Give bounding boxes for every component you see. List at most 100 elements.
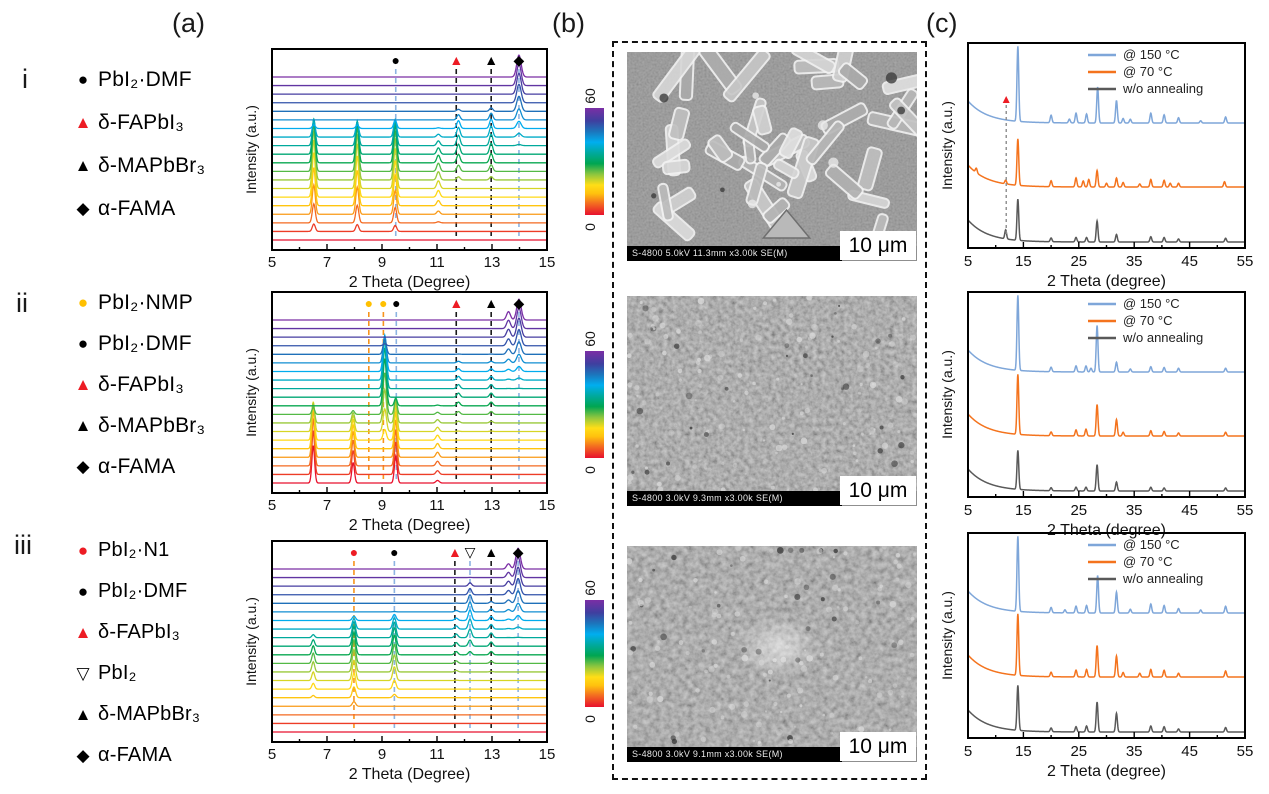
phase-marker-icon: ▽ (76, 664, 90, 683)
phase-label: δ-FAPbI₃ (98, 110, 185, 134)
svg-text:45: 45 (1181, 253, 1198, 270)
phase-label: δ-MAPbBr₃ (98, 413, 206, 437)
svg-text:60: 60 (582, 88, 598, 104)
peak-markers: ● ● ● ▲ ▲ ◆ (365, 295, 525, 311)
phase-legend-item: ▲ δ-MAPbBr₃ (68, 144, 205, 187)
phase-label: PbI₂·NMP (98, 290, 193, 314)
peak-markers: ● ● ▲ ▽ ▲ ◆ (350, 544, 524, 560)
x-axis-title: 2 Theta (Degree) (349, 517, 471, 534)
svg-text:15: 15 (1015, 502, 1032, 519)
peak-markers: ● ▲ ▲ ◆ (392, 52, 525, 68)
phase-legend-item: ● PbI₂·N1 (68, 530, 200, 571)
svg-text:55: 55 (1237, 253, 1254, 270)
xrd-trace (967, 46, 1245, 124)
xrd-traces (967, 46, 1245, 243)
svg-text:●: ● (390, 544, 398, 560)
svg-text:w/o annealing: w/o annealing (1122, 330, 1203, 345)
x-axis: 5 7 9 11 13 15 (268, 736, 556, 763)
sem-grain-speckles (627, 546, 917, 748)
sem-micrograph-granular (627, 296, 917, 496)
panel-b-label: (b) (552, 8, 585, 38)
phase-legend-item: ◆ α-FAMA (68, 187, 205, 230)
svg-text:60: 60 (582, 580, 598, 596)
svg-text:◆: ◆ (514, 295, 525, 311)
svg-text:5: 5 (964, 253, 972, 270)
svg-text:▲: ▲ (1000, 92, 1012, 106)
svg-text:●: ● (365, 295, 373, 311)
svg-text:w/o annealing: w/o annealing (1122, 571, 1203, 586)
x-axis-title: 2 Theta (Degree) (349, 274, 471, 291)
series-legend: @ 150 °C @ 70 °C w/o annealing (1088, 296, 1203, 345)
svg-text:@ 150 °C: @ 150 °C (1123, 296, 1180, 311)
phase-legend-iii: ● PbI₂·N1 ● PbI₂·DMF ▲ δ-FAPbI₃ ▽ PbI₂ ▲ δ-MAPbBr… (68, 530, 200, 776)
svg-text:15: 15 (539, 746, 556, 763)
phase-marker-icon: ● (77, 334, 89, 353)
svg-text:@ 150 °C: @ 150 °C (1123, 47, 1180, 62)
svg-text:55: 55 (1237, 743, 1254, 760)
sem-micrograph-rods (627, 52, 917, 251)
svg-text:9: 9 (378, 254, 386, 271)
svg-text:35: 35 (1126, 253, 1143, 270)
svg-text:15: 15 (539, 497, 556, 514)
waterfall-traces (272, 298, 547, 484)
phase-marker-icon: ● (77, 582, 89, 601)
svg-text:25: 25 (1070, 743, 1087, 760)
sem-image-ii: S-4800 3.0kV 9.3mm x3.00k SE(M) 10 μm (627, 296, 917, 506)
x-axis-title: 2 Theta (degree) (1047, 273, 1166, 290)
xrd-annealing-chart-i: ▲ @ 150 °C @ 70 °C w/o annealing 5 15 25 35 45 55… (940, 37, 1269, 292)
svg-text:11: 11 (429, 497, 445, 514)
svg-text:45: 45 (1181, 743, 1198, 760)
y-axis-title: Intensity (a.u.) (243, 105, 259, 194)
svg-text:●: ● (350, 544, 358, 560)
axes-frame (967, 291, 1246, 498)
y-axis-title: Intensity (a.u.) (243, 348, 259, 437)
xrd-insitu-chart-ii: ● ● ● ▲ ▲ ◆ 5 7 9 11 13 15 2 Theta (Degree) Intensity… (242, 286, 604, 541)
svg-text:▲: ▲ (449, 295, 463, 311)
delta-phase-annotation: ▲ (1000, 92, 1012, 236)
phase-label: δ-FAPbI₃ (98, 621, 181, 643)
phase-label: α-FAMA (98, 744, 172, 766)
axes-frame (271, 540, 548, 743)
phase-marker-icon: ◆ (76, 746, 90, 765)
panel-a-label: (a) (172, 8, 205, 38)
time-colorbar: 600Time (min) (582, 88, 604, 231)
y-axis-title: Intensity (a.u.) (940, 350, 955, 439)
phase-legend-item: ▲ δ-MAPbBr₃ (68, 694, 200, 735)
series-legend: @ 150 °C @ 70 °C w/o annealing (1088, 47, 1203, 96)
phase-legend-item: ◆ α-FAMA (68, 735, 200, 776)
phase-label: PbI₂·DMF (98, 331, 192, 355)
svg-text:▲: ▲ (448, 544, 462, 560)
sem-grain-speckles (627, 296, 917, 493)
svg-text:11: 11 (429, 746, 445, 763)
sem-info-bar: S-4800 3.0kV 9.1mm x3.00k SE(M) (627, 747, 842, 762)
panel-c-label: (c) (926, 8, 958, 38)
phase-label: PbI₂·N1 (98, 539, 170, 561)
time-colorbar: 600Time (min) (582, 580, 604, 723)
sem-scale-label: 10 μm (840, 231, 916, 260)
xrd-insitu-chart-iii: ● ● ▲ ▽ ▲ ◆ 5 7 9 11 13 15 2 Theta (Degree) Intensity… (242, 535, 604, 790)
phase-legend-item: ▲ δ-MAPbBr₃ (68, 405, 205, 446)
svg-text:●: ● (379, 295, 387, 311)
svg-text:@ 70 °C: @ 70 °C (1123, 554, 1172, 569)
svg-text:35: 35 (1126, 502, 1143, 519)
svg-text:7: 7 (323, 746, 331, 763)
row-label-i: i (22, 64, 28, 94)
x-axis: 5 15 25 35 45 55 (964, 732, 1254, 760)
svg-text:@ 150 °C: @ 150 °C (1123, 537, 1180, 552)
svg-text:5: 5 (964, 743, 972, 760)
sem-micrograph-dense (627, 546, 917, 752)
phase-label: δ-MAPbBr₃ (98, 703, 201, 725)
svg-text:7: 7 (323, 254, 331, 271)
svg-text:55: 55 (1237, 502, 1254, 519)
svg-text:13: 13 (484, 746, 501, 763)
phase-legend-item: ● PbI₂·DMF (68, 58, 205, 101)
waterfall-traces (272, 547, 547, 733)
phase-marker-icon: ▲ (74, 113, 92, 132)
phase-marker-icon: ▲ (74, 623, 92, 642)
xrd-trace (967, 138, 1245, 188)
phase-legend-item: ▲ δ-FAPbI₃ (68, 101, 205, 144)
phase-marker-icon: ▲ (74, 156, 92, 175)
axes-frame (967, 42, 1246, 249)
phase-label: δ-MAPbBr₃ (98, 153, 206, 177)
x-axis-title: 2 Theta (degree) (1047, 763, 1166, 780)
